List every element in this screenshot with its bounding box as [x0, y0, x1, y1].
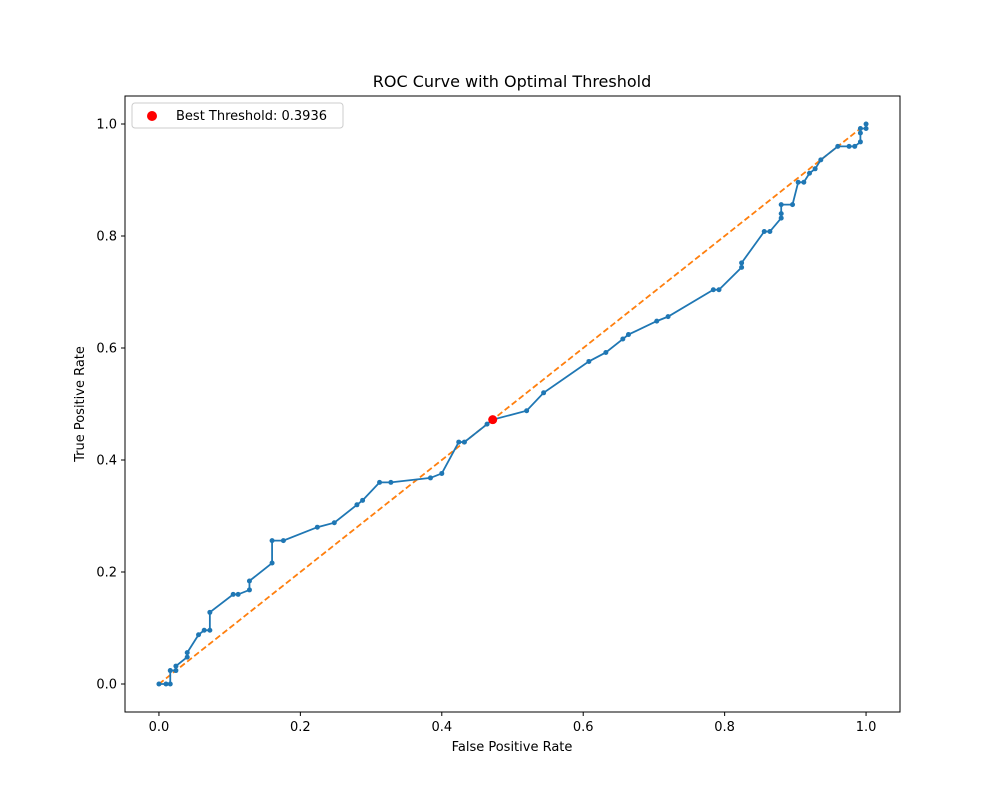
roc-point	[461, 439, 467, 445]
roc-point	[524, 408, 530, 414]
roc-point	[846, 143, 852, 149]
x-tick-label: 0.2	[290, 720, 311, 735]
x-axis-ticks: 0.0 0.2 0.4 0.6 0.8 1.0	[149, 712, 877, 735]
roc-point	[806, 170, 812, 176]
roc-point	[156, 681, 162, 687]
roc-point	[427, 475, 433, 481]
roc-point	[818, 157, 824, 163]
roc-point	[857, 139, 863, 145]
roc-point	[801, 179, 807, 185]
roc-point	[654, 318, 660, 324]
y-tick-label: 0.0	[96, 678, 117, 693]
roc-point	[184, 654, 190, 660]
best-threshold-layer	[488, 415, 498, 425]
roc-point	[269, 560, 275, 566]
legend-box	[131, 102, 344, 129]
roc-point	[739, 260, 745, 266]
x-tick-label: 0.4	[431, 720, 452, 735]
legend-label: Best Threshold: 0.3936	[176, 109, 327, 124]
roc-point	[795, 179, 801, 185]
x-axis-label: False Positive Rate	[452, 740, 573, 755]
roc-point	[207, 627, 213, 633]
plot-frame	[124, 95, 901, 713]
legend: Best Threshold: 0.3936	[131, 102, 344, 129]
roc-point	[852, 143, 858, 149]
roc-point	[625, 332, 631, 338]
x-tick-label: 0.6	[573, 720, 594, 735]
roc-point	[790, 202, 796, 208]
roc-point	[665, 314, 671, 320]
y-axis-ticks: 0.0 0.2 0.4 0.6 0.8 1.0	[96, 118, 125, 693]
roc-point	[173, 668, 179, 674]
roc-point	[354, 502, 360, 508]
roc-point	[603, 349, 609, 355]
roc-point	[620, 336, 626, 342]
roc-point	[857, 130, 863, 136]
roc-point	[835, 143, 841, 149]
y-tick-label: 0.6	[96, 342, 117, 357]
roc-point	[710, 287, 716, 293]
roc-point	[484, 421, 490, 427]
roc-point	[280, 538, 286, 544]
roc-point	[184, 650, 190, 656]
x-tick-label: 1.0	[856, 720, 877, 735]
roc-point	[739, 264, 745, 270]
roc-point	[863, 125, 869, 131]
roc-point	[456, 439, 462, 445]
roc-point	[163, 681, 169, 687]
roc-point	[857, 125, 863, 131]
y-tick-label: 0.4	[96, 454, 117, 469]
diagonal-reference-line	[158, 123, 867, 685]
roc-point	[167, 668, 173, 674]
roc-point	[778, 202, 784, 208]
roc-point	[812, 166, 818, 172]
roc-point	[863, 121, 869, 127]
roc-point	[201, 627, 207, 633]
x-tick-label: 0.8	[714, 720, 735, 735]
roc-point	[778, 215, 784, 221]
y-tick-label: 0.8	[96, 230, 117, 245]
roc-point	[377, 479, 383, 485]
roc-point	[586, 358, 592, 364]
chart-title: ROC Curve with Optimal Threshold	[373, 72, 652, 91]
roc-point	[331, 520, 337, 526]
roc-point	[388, 479, 394, 485]
y-tick-label: 0.2	[96, 566, 117, 581]
diagonal-line-layer	[158, 123, 867, 685]
roc-point	[235, 591, 241, 597]
roc-point	[778, 211, 784, 217]
roc-point	[246, 578, 252, 584]
legend-marker	[147, 111, 157, 121]
roc-point	[360, 497, 366, 503]
roc-point	[716, 287, 722, 293]
y-tick-label: 1.0	[96, 118, 117, 133]
roc-point	[761, 229, 767, 235]
roc-curve-layer	[156, 121, 869, 687]
roc-point	[541, 390, 547, 396]
roc-point	[230, 591, 236, 597]
roc-point	[173, 663, 179, 669]
roc-point	[767, 229, 773, 235]
roc-point	[439, 470, 445, 476]
best-threshold-point	[488, 415, 498, 425]
x-tick-label: 0.0	[149, 720, 170, 735]
roc-point	[196, 632, 202, 638]
roc-point	[207, 609, 213, 615]
roc-point	[314, 524, 320, 530]
roc-point	[269, 538, 275, 544]
y-axis-label: True Positive Rate	[73, 346, 88, 463]
roc-point	[246, 587, 252, 593]
roc-point	[167, 681, 173, 687]
